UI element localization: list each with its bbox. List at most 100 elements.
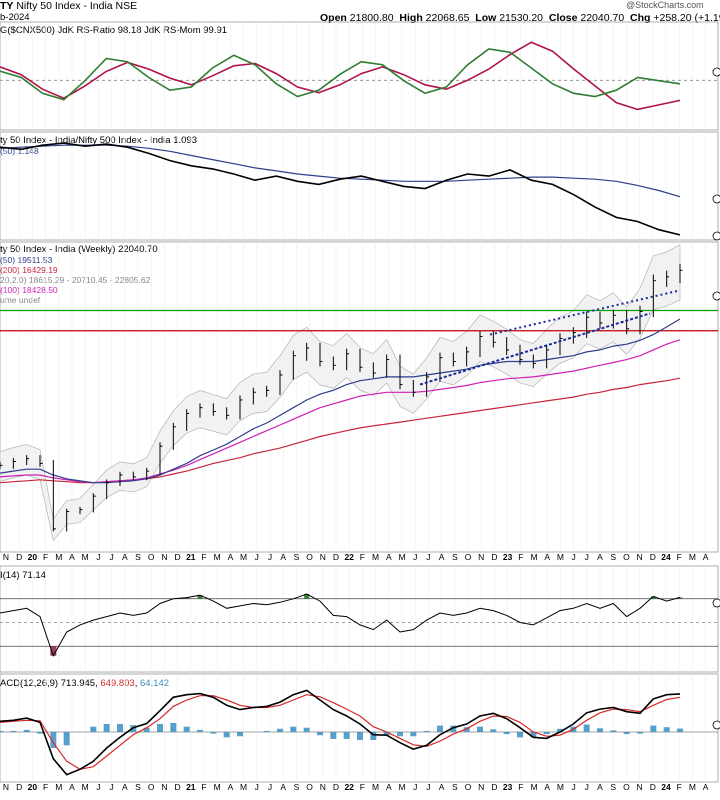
x-axis-label: J	[255, 782, 259, 792]
macd-hist-bar	[383, 732, 390, 736]
macd-hist-bar	[410, 732, 417, 737]
x-axis-label: A	[69, 782, 75, 792]
macd-hist-bar	[463, 727, 470, 732]
x-axis-label: S	[610, 782, 616, 792]
x-axis-label: 24	[661, 782, 671, 792]
x-axis-label: N	[3, 552, 9, 562]
price-legend-item: (50) 19511.53	[0, 255, 53, 265]
x-axis-label: O	[148, 782, 155, 792]
x-axis-label: A	[597, 782, 603, 792]
x-axis-label: J	[571, 782, 575, 792]
chart-header: TY Nifty 50 Index - India NSE	[0, 0, 137, 12]
macd-hist-bar	[317, 732, 323, 736]
x-axis-label: N	[478, 552, 484, 562]
high-label: High	[399, 12, 423, 24]
macd-hist-bar	[143, 727, 150, 732]
rs-mom-line	[0, 48, 681, 101]
ema50-line	[0, 318, 681, 484]
x-axis-label: S	[135, 782, 141, 792]
x-axis-label: F	[201, 782, 206, 792]
right-axis-marker	[712, 67, 720, 77]
x-axis-label: N	[320, 552, 326, 562]
x-axis-label: S	[452, 552, 458, 562]
x-axis-label: J	[585, 552, 589, 562]
macd-hist-bar	[157, 724, 163, 732]
x-axis-label: J	[426, 552, 430, 562]
open-label: Open	[320, 12, 347, 24]
x-axis-label: F	[360, 782, 365, 792]
ohlc-readout: Open 21800.80 High 22068.65 Low 21530.20…	[320, 12, 720, 24]
x-axis-label: A	[122, 782, 128, 792]
panel-frame	[0, 21, 719, 131]
macd-hist-bar	[103, 724, 110, 732]
macd-hist-bar	[290, 726, 297, 732]
macd-hist-bar	[517, 732, 523, 738]
rsi-line	[0, 593, 681, 658]
x-axis-label: N	[637, 552, 643, 562]
macd-hist-bar	[450, 725, 457, 732]
macd-hist-bar	[23, 729, 30, 732]
macd-hist-bar	[650, 725, 657, 732]
macd-hist-bar	[223, 732, 230, 738]
x-axis-label: A	[280, 782, 286, 792]
x-axis-label: O	[306, 782, 313, 792]
ratio-sma-line	[0, 144, 681, 198]
low-value: 21530.20	[499, 12, 544, 24]
macd-signal-line	[0, 694, 681, 770]
price-legend-item: 20,2.0) 18615.29 - 20710.45 - 22805.62	[0, 275, 151, 285]
x-axis-label: M	[689, 782, 696, 792]
index-name: Nifty 50 Index - India NSE	[16, 0, 138, 12]
macd-hist-bar	[90, 726, 97, 732]
x-axis-label: A	[386, 552, 392, 562]
macd-hist-bar	[437, 725, 443, 732]
x-axis-label: M	[214, 782, 221, 792]
x-axis-label: O	[465, 782, 472, 792]
x-axis-label: S	[452, 782, 458, 792]
macd-hist-bar	[170, 722, 177, 732]
macd-hist-bar	[117, 724, 123, 732]
x-axis-label: M	[398, 782, 405, 792]
x-axis-label: M	[82, 782, 89, 792]
macd-hist-bar	[237, 732, 243, 737]
x-axis-label: O	[623, 782, 630, 792]
macd-hist-bar	[183, 726, 190, 732]
x-axis-label: A	[439, 552, 445, 562]
macd-hist-bar	[637, 732, 643, 734]
x-axis-label: J	[96, 782, 100, 792]
x-axis-label: M	[240, 782, 247, 792]
right-axis-marker	[712, 291, 720, 301]
macd-hist-bar	[303, 727, 310, 732]
hist-value: 64.142	[139, 678, 170, 689]
x-axis-label: 23	[503, 552, 513, 562]
x-axis-label: A	[228, 552, 234, 562]
x-axis-label: S	[294, 552, 300, 562]
watermark: @StockCharts.com	[626, 0, 704, 10]
macd-hist-bar	[0, 730, 3, 732]
x-axis-label: M	[398, 552, 405, 562]
macd-label: ACD(12,26,9)	[0, 678, 59, 689]
right-axis-marker	[712, 194, 720, 204]
x-axis-label: M	[372, 782, 379, 792]
chg-label: Chg	[630, 12, 651, 24]
x-axis-label: J	[585, 782, 589, 792]
x-axis-label: D	[175, 782, 181, 792]
x-axis-label: D	[491, 782, 497, 792]
x-axis-label: O	[623, 552, 630, 562]
x-axis-label: J	[571, 552, 575, 562]
ema200-line	[0, 377, 681, 484]
bollinger-band	[0, 244, 681, 542]
rrg-title: G($CNX500) JdK RS-Ratio 98.18 JdK RS-Mom…	[0, 25, 228, 36]
x-axis-label: S	[294, 782, 300, 792]
macd-hist-bar	[543, 732, 550, 735]
panel-frame	[0, 131, 719, 241]
x-axis-label: J	[413, 782, 417, 792]
x-axis-label: F	[518, 552, 523, 562]
rs-ratio-line	[0, 41, 681, 111]
macd-hist-bar	[210, 732, 217, 734]
x-axis-label: A	[544, 552, 550, 562]
x-axis-label: M	[372, 552, 379, 562]
macd-hist-bar	[343, 732, 350, 739]
x-axis-label: D	[16, 782, 22, 792]
macd-hist-bar	[610, 730, 617, 732]
x-axis-label: A	[122, 552, 128, 562]
